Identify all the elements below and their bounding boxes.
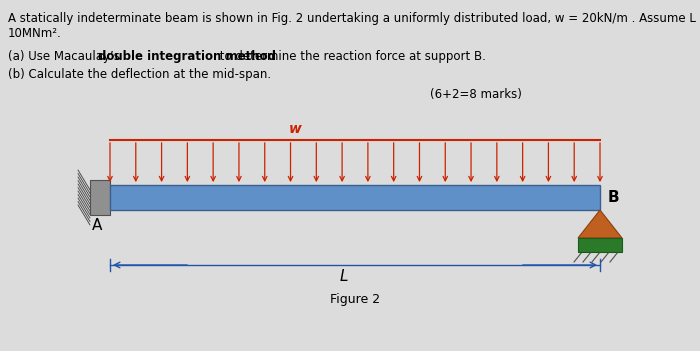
Text: L: L xyxy=(340,269,349,284)
Bar xyxy=(110,185,600,210)
Text: (6+2=8 marks): (6+2=8 marks) xyxy=(430,88,522,101)
Bar xyxy=(578,238,622,252)
Text: w: w xyxy=(288,122,302,136)
Text: (a) Use Macaulay’s: (a) Use Macaulay’s xyxy=(8,50,124,63)
Text: A statically indeterminate beam is shown in Fig. 2 undertaking a uniformly distr: A statically indeterminate beam is shown… xyxy=(8,12,700,25)
Text: 10MNm².: 10MNm². xyxy=(8,27,62,40)
Text: (b) Calculate the deflection at the mid-span.: (b) Calculate the deflection at the mid-… xyxy=(8,68,271,81)
Text: A: A xyxy=(92,218,102,233)
Polygon shape xyxy=(578,210,622,238)
Bar xyxy=(90,180,110,215)
Text: to determine the reaction force at support B.: to determine the reaction force at suppo… xyxy=(216,50,486,63)
Text: double integration method: double integration method xyxy=(98,50,276,63)
Text: Figure 2: Figure 2 xyxy=(330,293,380,306)
Text: B: B xyxy=(608,190,620,205)
